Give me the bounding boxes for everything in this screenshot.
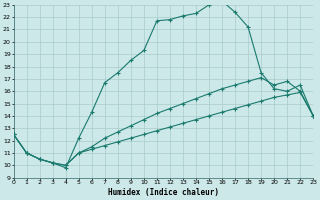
- X-axis label: Humidex (Indice chaleur): Humidex (Indice chaleur): [108, 188, 219, 197]
